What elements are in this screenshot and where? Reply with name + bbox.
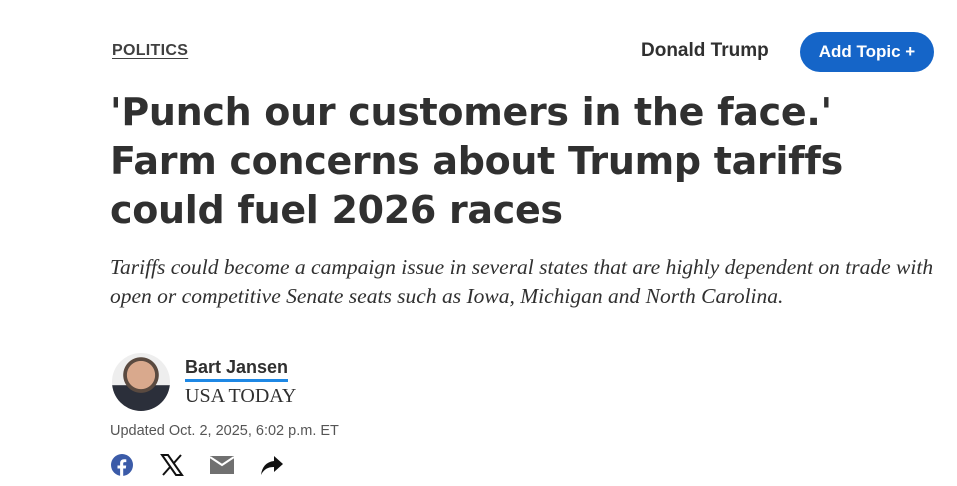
- share-bar: [110, 452, 310, 478]
- x-icon[interactable]: [160, 452, 210, 478]
- author-avatar[interactable]: [112, 353, 170, 411]
- publication-name: USA TODAY: [185, 385, 297, 407]
- topic-tag-donald-trump[interactable]: Donald Trump: [641, 40, 769, 61]
- share-icon[interactable]: [260, 452, 310, 478]
- subheadline: Tariffs could become a campaign issue in…: [110, 255, 934, 308]
- author-link[interactable]: Bart Jansen: [185, 357, 289, 382]
- facebook-icon[interactable]: [110, 452, 160, 478]
- email-icon[interactable]: [210, 452, 260, 478]
- section-link-politics[interactable]: POLITICS: [112, 42, 189, 59]
- updated-timestamp: Updated Oct. 2, 2025, 6:02 p.m. ET: [110, 423, 339, 439]
- headline: 'Punch our customers in the face.' Farm …: [110, 90, 843, 232]
- add-topic-button[interactable]: Add Topic +: [800, 32, 934, 72]
